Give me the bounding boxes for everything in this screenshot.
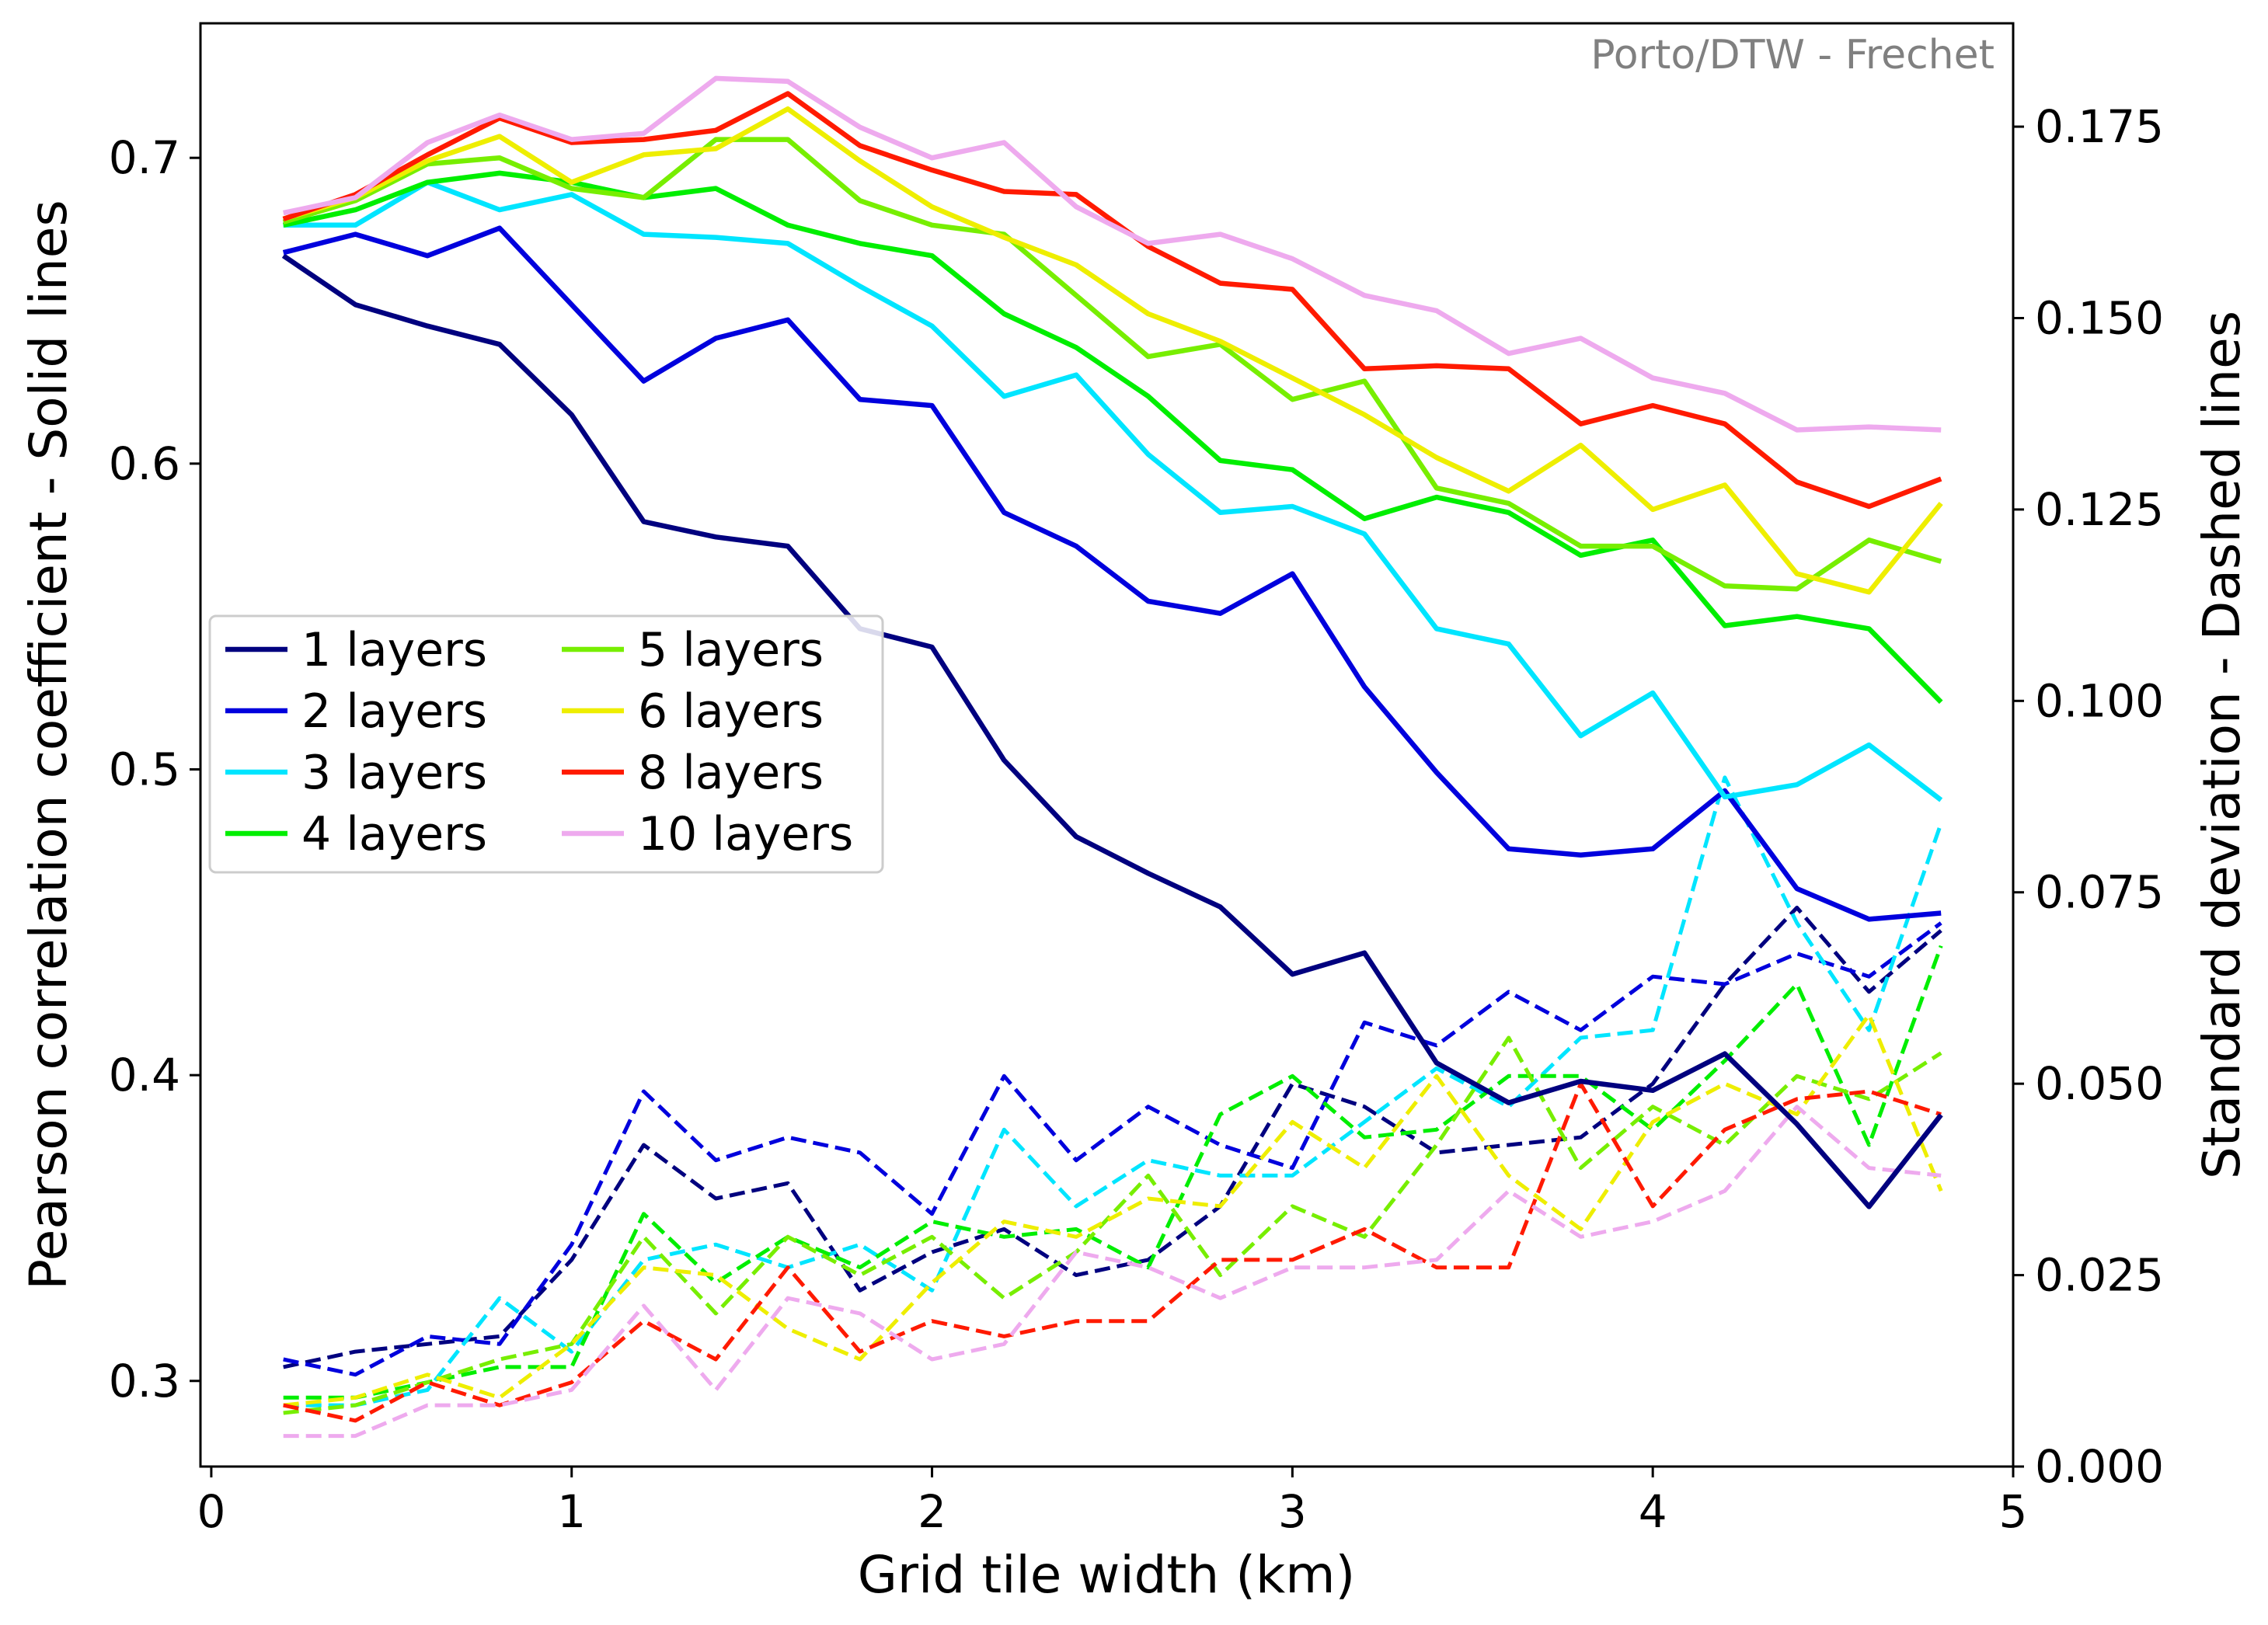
y-left-tick-label: 0.5 [109,743,180,795]
y-left-tick-label: 0.3 [109,1355,180,1408]
pearson-line-10-layers [283,75,1942,433]
std-line-2-layers [283,921,1942,1377]
x-tick-label: 4 [1639,1485,1667,1538]
std-line-5-layers [283,1035,1942,1415]
x-tick-label: 3 [1278,1485,1307,1538]
x-tick-label: 1 [557,1485,586,1538]
y-right-tick-label: 0.125 [2035,483,2164,536]
x-axis: 0 1 2 3 4 5 [197,1467,2027,1538]
y-right-tick-label: 0.000 [2035,1440,2164,1493]
legend-label-2-layers: 2 layers [301,684,487,739]
plot-frame [199,22,2015,1468]
legend-box [208,614,884,874]
y-axis-right-label: Standard deviation - Dashed lines [2192,311,2252,1179]
y-left-tick-label: 0.6 [109,437,180,490]
pearson-line-3-layers [283,179,1943,802]
legend-label-5-layers: 5 layers [638,623,824,677]
x-tick-label: 0 [197,1485,225,1538]
y-right-tick-label: 0.150 [2035,291,2164,344]
std-line-6-layers [283,1013,1943,1408]
y-right-tick-label: 0.050 [2035,1057,2164,1110]
x-axis-label: Grid tile width (km) [858,1545,1356,1605]
pearson-line-8-layers [282,91,1942,510]
y-axis-right: 0.000 0.025 0.050 0.075 0.100 0.125 0.150 0.175 [2013,100,2164,1493]
std-line-3-layers [283,775,1943,1408]
y-left-tick-label: 0.7 [109,131,180,184]
std-line-4-layers [283,945,1943,1400]
std-dashed-lines [283,775,1943,1439]
std-line-8-layers [283,1081,1942,1423]
pearson-line-2-layers [282,225,1942,922]
pearson-solid-lines [281,75,1943,1209]
legend-label-8-layers: 8 layers [638,746,824,800]
y-right-tick-label: 0.025 [2035,1249,2164,1302]
legend-label-3-layers: 3 layers [301,746,487,800]
pearson-line-5-layers [282,137,1942,592]
pearson-line-6-layers [282,106,1943,595]
legend-label-10-layers: 10 layers [638,807,853,861]
y-axis-left: 0.3 0.4 0.5 0.6 0.7 [109,131,200,1408]
legend: 1 layers 2 layers 3 layers 4 layers 5 layers… [208,614,884,874]
pearson-line-1-layers [281,253,1943,1209]
x-tick-label: 5 [1999,1485,2028,1538]
std-line-10-layers [283,1105,1942,1439]
y-right-tick-label: 0.075 [2035,866,2164,919]
x-tick-label: 2 [918,1485,946,1538]
y-right-tick-label: 0.175 [2035,100,2164,153]
legend-label-1-layers: 1 layers [301,623,487,677]
legend-label-4-layers: 4 layers [301,807,487,861]
std-line-1-layers [283,906,1942,1369]
y-right-tick-label: 0.100 [2035,674,2164,727]
annotation-label: Porto/DTW - Frechet [1590,32,1995,78]
legend-label-6-layers: 6 layers [638,684,824,739]
y-left-tick-label: 0.4 [109,1049,180,1101]
y-axis-left-label: Pearson correlation coefficient - Solid … [19,200,78,1289]
